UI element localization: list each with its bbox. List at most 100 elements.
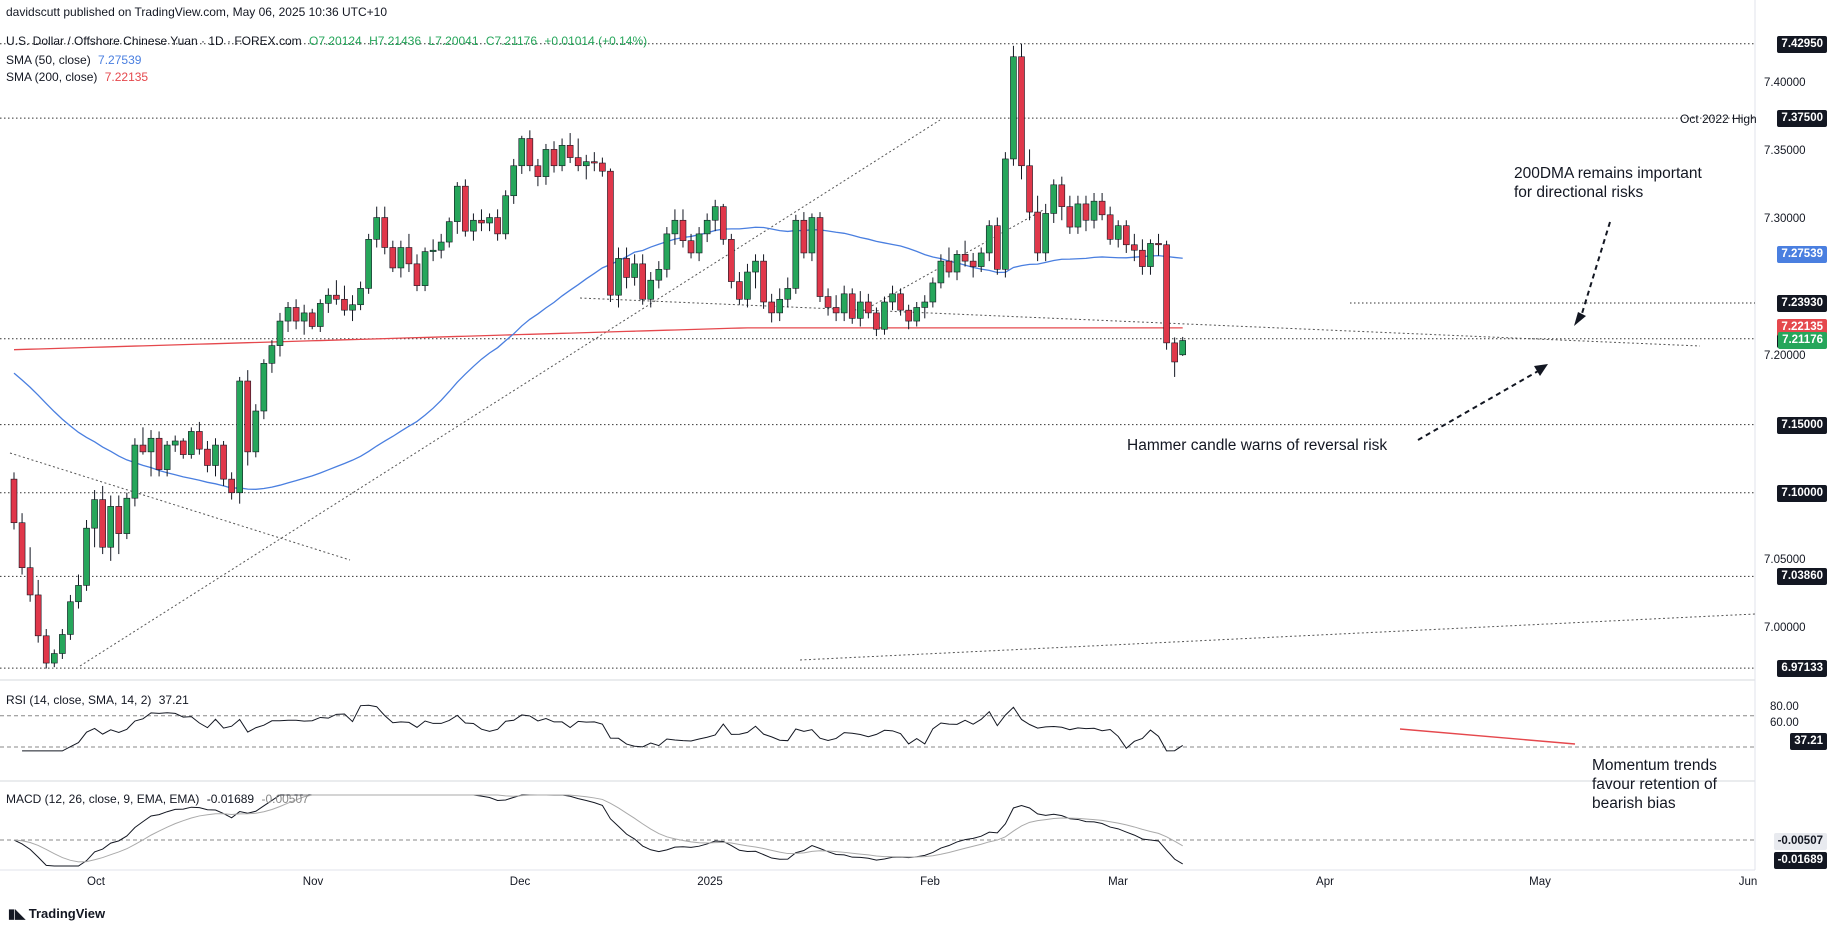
candle-body [695,233,703,254]
candle-body [453,185,461,222]
candle-body [1179,340,1186,356]
candle-body [752,260,759,273]
macd-value-tag: -0.00507 [1773,833,1827,850]
candle-body [325,294,332,304]
candle-body [147,437,155,453]
candle-body [736,281,743,300]
candle-body [478,219,485,224]
candle-body [1042,213,1049,254]
candle-body [945,260,953,273]
rsi-legend: RSI (14, close, SMA, 14, 2) 37.21 [6,693,189,707]
annotation-arrow [1579,221,1611,321]
annotation-arrow [1417,369,1541,441]
candle-body [905,309,912,322]
time-tick-label: May [1529,876,1551,888]
time-tick-label: Apr [1316,876,1334,888]
candle-body [558,145,566,167]
candle-body [703,219,711,235]
candle-body [333,294,340,300]
price-tick-label: 7.35000 [1764,145,1806,158]
time-tick-label: Nov [302,876,324,888]
candle-body [171,440,179,446]
candle-body [1106,214,1114,240]
candle-body [107,506,115,548]
rsi-line [22,704,1183,752]
candle-body [75,585,82,603]
price-tag: 7.27539 [1777,245,1827,263]
candle-body [99,499,106,548]
tradingview-logo[interactable]: ▮◣ TradingView [8,906,106,921]
candle-body [1002,158,1009,270]
time-tick-label: Dec [509,876,531,888]
candle-body [784,288,792,300]
candle-body [1147,243,1154,267]
candle-body [204,448,211,466]
candle-body [1034,211,1041,254]
time-tick-label: Oct [87,876,105,888]
candle-body [848,293,856,319]
candle-body [1050,184,1058,214]
trendline [9,452,351,561]
candle-body [300,312,308,322]
candle-body [268,345,276,364]
candle-body [961,254,969,262]
price-tick-label: 7.00000 [1764,622,1806,634]
price-tag: 7.22135 [1777,319,1827,337]
symbol-legend: U.S. Dollar / Offshore Chinese Yuan · 1D… [6,34,651,48]
candle-body [776,298,784,314]
candle-body [873,312,880,330]
candle-body [1010,56,1017,160]
candle-body [139,444,147,453]
candle-body [679,219,687,241]
hammer-annotation: Hammer candle warns of reversal risk [1127,437,1388,454]
price-tag: 7.21176 [1778,332,1827,350]
candle-body [316,303,324,327]
symbol-name: U.S. Dollar / Offshore Chinese Yuan · 1D… [6,34,302,48]
candle-body [59,634,66,654]
candle-body [188,431,195,455]
candle-body [865,301,872,314]
candle-body [212,444,219,466]
candle-body [1114,225,1122,240]
ohlc-low: L7.20041 [428,34,479,48]
rsi-value-tag: 37.21 [1790,733,1827,751]
candle-body [42,635,50,664]
sma200-legend: SMA (200, close) 7.22135 [6,70,149,84]
publisher-line: davidscutt published on TradingView.com,… [6,5,388,19]
candle-body [711,206,719,221]
sma200-value: 7.22135 [104,70,149,84]
sma200-line [13,327,1183,351]
candle-body [381,217,389,248]
candle-body [236,380,243,494]
candle-body [1131,244,1138,251]
candle-body [671,219,679,235]
macd-value: -0.01689 [206,792,255,806]
candle-body [591,161,598,164]
candle-body [470,219,477,232]
candle-body [83,527,90,586]
oct-2022-high-label: Oct 2022 High [1680,112,1757,126]
candle-body [1058,184,1066,207]
rsi-trendline [1399,728,1576,745]
ohlc-high: H7.21436 [369,34,422,48]
candle-body [792,219,800,289]
level-tag: 7.10000 [1777,484,1827,502]
time-tick-label: Jun [1738,876,1758,888]
candle-body [856,301,864,319]
candle-body [494,217,501,235]
candle-body [655,268,663,281]
candle-body [284,307,292,322]
candle-body [252,410,260,453]
candle-body [308,312,316,327]
candle-body [663,233,671,270]
macd-value-tag: -0.01689 [1773,852,1827,869]
candle-body [615,258,622,296]
candle-body [179,440,187,455]
trendline [799,613,1756,661]
sma50-value: 7.27539 [98,53,142,67]
candle-body [566,145,574,158]
candle-body [1074,203,1082,228]
price-tick-label: 7.40000 [1764,77,1806,89]
candle-body [365,239,372,289]
